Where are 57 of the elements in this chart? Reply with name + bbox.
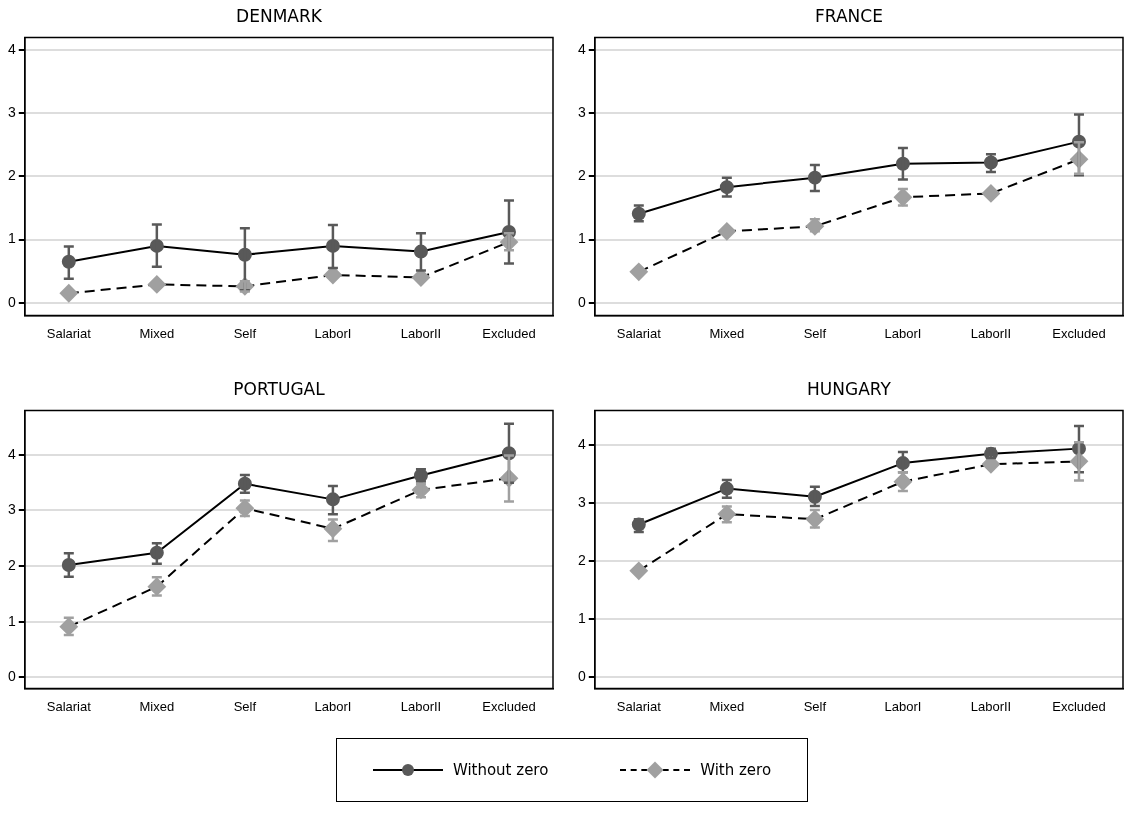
x-tick-label: Self [803, 698, 827, 714]
y-tick-label: 2 [577, 167, 586, 184]
chart-title: FRANCE [815, 5, 883, 26]
x-tick-label: LaborII [400, 325, 442, 341]
x-tick-label: Salariat [616, 325, 662, 341]
y-tick-label: 0 [577, 293, 586, 310]
y-tick-label: 1 [7, 612, 16, 629]
x-tick-label: Salariat [616, 698, 662, 714]
x-tick-label: Salariat [46, 325, 92, 341]
x-tick-label: Excluded [1052, 698, 1106, 714]
x-tick-label: Excluded [482, 325, 536, 341]
y-tick-label: 1 [577, 230, 586, 247]
y-tick-label: 3 [7, 104, 16, 121]
x-tick-label: LaborII [970, 698, 1012, 714]
chart-title: DENMARK [236, 5, 323, 26]
y-tick-label: 1 [7, 230, 16, 247]
x-tick-label: Mixed [709, 325, 745, 341]
point [629, 262, 648, 281]
y-tick-label: 3 [7, 501, 16, 518]
y-tick-label: 0 [577, 667, 586, 684]
x-tick-label: Self [803, 325, 827, 341]
x-tick-label: LaborI [314, 325, 352, 341]
y-tick-label: 2 [7, 167, 16, 184]
x-tick-label: Salariat [46, 698, 92, 714]
point [981, 184, 1000, 203]
x-tick-label: LaborI [314, 698, 352, 714]
x-tick-label: LaborI [884, 698, 922, 714]
x-tick-label: Excluded [1052, 325, 1106, 341]
y-tick-label: 4 [577, 40, 586, 57]
chart-title: HUNGARY [807, 378, 892, 399]
point [981, 455, 1000, 474]
y-tick-label: 0 [7, 668, 16, 685]
x-tick-label: Self [233, 698, 257, 714]
point [147, 275, 166, 294]
y-tick-label: 2 [577, 551, 586, 568]
point [59, 284, 78, 303]
y-tick-label: 3 [577, 493, 586, 510]
y-tick-label: 0 [7, 293, 16, 310]
x-tick-label: Self [233, 325, 257, 341]
point [717, 222, 736, 241]
x-tick-label: Mixed [139, 698, 175, 714]
y-tick-label: 4 [7, 445, 16, 462]
y-tick-label: 2 [7, 556, 16, 573]
x-tick-label: LaborII [400, 698, 442, 714]
chart-title: PORTUGAL [233, 378, 326, 399]
x-tick-label: LaborII [970, 325, 1012, 341]
x-tick-label: Mixed [709, 698, 745, 714]
x-tick-label: Mixed [139, 325, 175, 341]
y-tick-label: 4 [7, 40, 16, 57]
legend-label: Without zero [452, 761, 549, 779]
y-tick-label: 1 [577, 609, 586, 626]
x-tick-label: LaborI [884, 325, 922, 341]
y-tick-label: 4 [577, 436, 586, 453]
y-tick-label: 3 [577, 104, 586, 121]
x-tick-label: Excluded [482, 698, 536, 714]
legend-label: With zero [700, 761, 772, 779]
point [629, 561, 648, 580]
